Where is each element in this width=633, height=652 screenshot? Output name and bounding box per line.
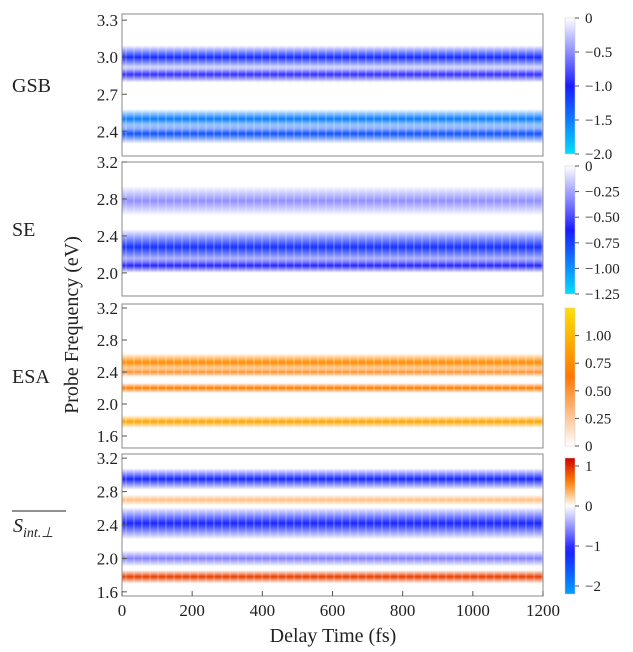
colorbar-tick-label: 1	[585, 459, 593, 475]
colorbar-tick-label: −0.50	[585, 210, 620, 226]
row-label: ESA	[12, 366, 50, 388]
colorbar-tick-label: 0	[585, 439, 593, 455]
colorbar-tick-label: 0	[585, 11, 593, 27]
colorbar-tick-label: −1.0	[585, 79, 612, 95]
band-4	[122, 550, 543, 567]
x-tick-label: 1200	[526, 601, 560, 620]
x-tick-label: 1000	[456, 601, 490, 620]
colorbar: 0 −0.5 −1.0 −1.5 −2.0	[564, 11, 612, 163]
band-4	[122, 123, 543, 144]
x-tick-label: 800	[390, 601, 416, 620]
band-2	[122, 66, 543, 83]
oscillation-texture	[125, 162, 543, 296]
panels: 2.42.73.03.3GSB0−0.5−1.0−1.5−2.02.02.42.…	[12, 11, 620, 602]
oscillation-texture	[125, 14, 543, 156]
band-3	[122, 258, 543, 273]
panel-3: 1.6 2.0 2.4 2.8 3.2 ESA 0 0.25 0.50 0.75 1.00	[12, 299, 611, 455]
y-tick-label: 2.8	[97, 331, 118, 350]
colorbar-tick-label: −2	[585, 579, 601, 595]
row-label: SE	[12, 219, 35, 241]
colorbar-tick-label: 0	[585, 499, 593, 515]
oscillation-texture	[125, 304, 543, 448]
y-tick-label: 2.4	[97, 516, 119, 535]
colorbar-tick-label: 0	[585, 159, 593, 175]
y-tick-label: 2.8	[97, 190, 118, 209]
y-axis-label: Probe Frequency (eV)	[61, 236, 83, 414]
y-tick-label: 2.4	[97, 122, 119, 141]
y-tick-label: 2.8	[97, 483, 118, 502]
band-2	[122, 494, 543, 506]
band-3	[122, 109, 543, 129]
y-tick-label: 2.4	[97, 363, 119, 382]
y-tick-label: 3.2	[97, 449, 118, 468]
plot-frame	[121, 13, 544, 157]
x-tick-label: 400	[250, 601, 276, 620]
panel-1: 2.4 2.7 3.0 3.3 GSB 0 −0.5 −1.0 −1.5 −2.0	[12, 11, 612, 163]
colorbar-tick-label: −2.0	[585, 147, 612, 163]
colorbar-tick-label: −0.25	[585, 185, 620, 201]
panel-2: 2.0 2.4 2.8 3.2 SE 0 −0.25 −0.50 −0.75 −1.00 −1.25	[12, 153, 620, 303]
x-axis-label: Delay Time (fs)	[270, 625, 397, 647]
x-tick-label: 200	[179, 601, 205, 620]
band-1	[122, 45, 543, 70]
band-2	[122, 366, 543, 378]
x-tick-label: 0	[118, 601, 127, 620]
colorbar-tick-label: 0.75	[585, 356, 611, 372]
plot-frame	[121, 161, 544, 297]
y-tick-label: 3.2	[97, 153, 118, 172]
colorbar-tick-label: −1.25	[585, 287, 620, 303]
colorbar-tick-label: 0.50	[585, 384, 611, 400]
colorbar-tick-label: −1	[585, 539, 601, 555]
y-tick-label: 2.4	[97, 227, 119, 246]
oscillation-texture	[125, 454, 543, 596]
y-tick-label: 2.7	[97, 85, 119, 104]
colorbar-tick-label: −1.5	[585, 113, 612, 129]
colorbar: 0 0.25 0.50 0.75 1.00	[564, 307, 611, 455]
colorbar-tick-label: −1.00	[585, 261, 620, 277]
y-tick-label: 2.0	[97, 264, 118, 283]
panel-4: 1.6 2.0 2.4 2.8 3.2 Sint.⊥ 1 0 −1 −2	[12, 449, 601, 602]
y-tick-label: 2.0	[97, 549, 118, 568]
colorbar: 1 0 −1 −2	[564, 457, 601, 595]
y-tick-label: 3.3	[97, 11, 118, 30]
x-tick-label: 600	[320, 601, 346, 620]
x-axis: 0 200 400 600 800 1000 1200	[118, 591, 560, 620]
band-5	[122, 570, 543, 584]
colorbar-tick-label: −0.5	[585, 45, 612, 61]
band-1	[122, 468, 543, 490]
band-3	[122, 382, 543, 394]
plot-frame	[121, 303, 544, 449]
colorbar: 0 −0.25 −0.50 −0.75 −1.00 −1.25	[564, 159, 620, 303]
row-label: GSB	[12, 75, 51, 97]
band-3	[122, 507, 543, 540]
y-tick-label: 3.0	[97, 48, 118, 67]
y-tick-label: 3.2	[97, 299, 118, 318]
band-1	[122, 186, 543, 216]
y-tick-label: 1.6	[97, 427, 118, 446]
row-label: Sint.⊥	[13, 515, 53, 541]
colorbar-tick-label: −0.75	[585, 236, 620, 252]
colorbar-tick-label: 0.25	[585, 411, 611, 427]
y-tick-label: 1.6	[97, 583, 118, 602]
y-tick-label: 2.0	[97, 395, 118, 414]
band-4	[122, 415, 543, 428]
plot-area	[122, 162, 543, 296]
colorbar-tick-label: 1.00	[585, 329, 611, 345]
